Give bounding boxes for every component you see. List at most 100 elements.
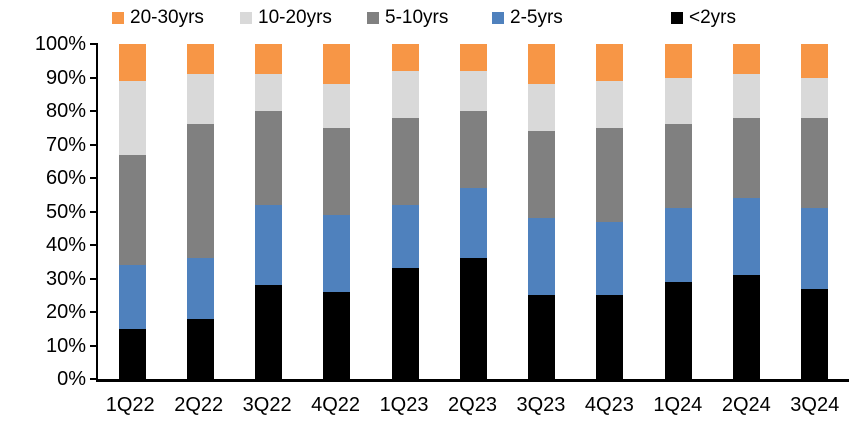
y-tick-label: 30%: [45, 267, 86, 290]
legend-label: 2-5yrs: [510, 7, 563, 28]
segment-2q22-5-10yrs: [186, 124, 214, 259]
x-label-2q23: 2Q23: [448, 394, 497, 416]
bar-slot-1q24: [644, 44, 712, 379]
bar-4q23: [596, 44, 624, 379]
segment-2q22-10-20yrs: [186, 74, 214, 125]
y-tick-mark: [90, 378, 98, 380]
segment-1q22-20-30yrs: [118, 44, 146, 81]
bar-slot-2q23: [439, 44, 507, 379]
y-tick-label: 100%: [34, 33, 86, 55]
segment-3q22-2-5yrs: [255, 204, 283, 286]
bar-3q24: [801, 44, 829, 379]
y-tick-mark: [90, 344, 98, 347]
y-tick-label: 80%: [45, 100, 86, 122]
y-tick-label: 90%: [45, 66, 86, 89]
segment-1q24-10-20yrs: [664, 77, 692, 125]
bar-4q22: [323, 44, 351, 379]
segment-1q24--2yrs: [664, 281, 692, 379]
y-tick-mark: [90, 177, 98, 179]
x-label-3q22: 3Q22: [242, 394, 292, 416]
bar-slot-3q22: [235, 44, 303, 379]
segment-4q23--2yrs: [596, 295, 624, 379]
segment-4q22-10-20yrs: [323, 84, 351, 128]
segment-3q23-10-20yrs: [528, 84, 556, 132]
segment-3q24-2-5yrs: [801, 208, 829, 289]
y-tick-mark: [90, 43, 98, 45]
x-label-2q24: 2Q24: [721, 394, 771, 416]
segment-2q24-10-20yrs: [733, 74, 761, 118]
bar-slot-2q24: [712, 44, 780, 379]
x-label-4q22: 4Q22: [311, 394, 361, 416]
y-tick-label: 0%: [57, 368, 86, 390]
bar-slot-3q24: [781, 44, 849, 379]
bar-3q22: [255, 44, 283, 379]
bar-slot-4q22: [303, 44, 371, 379]
x-label-1q23: 1Q23: [379, 394, 429, 416]
segment-2q22--2yrs: [186, 318, 214, 379]
x-label-1q22: 1Q22: [105, 394, 155, 416]
legend-swatch-icon: [671, 12, 683, 24]
segment-1q22-10-20yrs: [118, 80, 146, 155]
segment-3q24-10-20yrs: [801, 77, 829, 118]
legend-swatch-icon: [492, 12, 504, 24]
segment-2q23-2-5yrs: [459, 188, 487, 259]
segment-2q24-20-30yrs: [733, 44, 761, 75]
segment-3q23-20-30yrs: [528, 44, 556, 85]
segment-2q23-20-30yrs: [459, 44, 487, 71]
bar-slot-2q22: [166, 44, 234, 379]
y-axis: 0% 10% 20% 30% 40% 50% 60% 70% 80% 90% 100%: [0, 33, 98, 390]
legend-swatch-icon: [367, 12, 379, 24]
segment-3q22-10-20yrs: [255, 74, 283, 112]
bar-slot-4q23: [576, 44, 644, 379]
y-tick-label: 10%: [45, 334, 86, 357]
legend-label: 10-20yrs: [258, 7, 332, 28]
y-tick-mark: [90, 311, 98, 313]
y-tick-label: 40%: [45, 234, 86, 256]
segment-2q22-2-5yrs: [186, 258, 214, 319]
segment-4q22-2-5yrs: [323, 214, 351, 292]
segment-2q23--2yrs: [459, 258, 487, 379]
y-tick-mark: [90, 277, 98, 280]
segment-1q23--2yrs: [391, 268, 419, 379]
segment-1q24-5-10yrs: [664, 124, 692, 209]
segment-2q24-5-10yrs: [733, 117, 761, 199]
y-tick-mark: [90, 110, 98, 112]
legend-label: 20-30yrs: [130, 7, 204, 28]
bar-1q23: [391, 44, 419, 379]
segment-2q23-10-20yrs: [459, 70, 487, 112]
segment-1q24-2-5yrs: [664, 208, 692, 282]
bar-2q22: [186, 44, 214, 379]
y-tick-mark: [90, 210, 98, 213]
x-axis-labels: 1Q22 2Q22 3Q22 4Q22 1Q23 2Q23 3Q23 4Q23 1Q24 2Q24…: [96, 393, 849, 417]
y-tick-mark: [90, 143, 98, 146]
legend-swatch-icon: [240, 12, 252, 24]
legend-item-10-20yrs: 10-20yrs: [240, 7, 332, 29]
y-tick-label: 20%: [45, 301, 86, 323]
segment-1q22-2-5yrs: [118, 265, 146, 329]
segment-3q24-20-30yrs: [801, 44, 829, 78]
segment-3q23--2yrs: [528, 295, 556, 379]
x-label-2q22: 2Q22: [174, 394, 224, 416]
bar-1q24: [664, 44, 692, 379]
legend-item--2yrs: <2yrs: [671, 7, 736, 29]
segment-2q23-5-10yrs: [459, 111, 487, 189]
x-label-3q23: 3Q23: [516, 394, 566, 416]
segment-3q22-20-30yrs: [255, 44, 283, 75]
segment-2q22-20-30yrs: [186, 44, 214, 75]
bar-slot-3q23: [508, 44, 576, 379]
y-tick-mark: [90, 76, 98, 79]
segment-3q24-5-10yrs: [801, 117, 829, 209]
legend-label: <2yrs: [689, 7, 736, 28]
segment-2q24--2yrs: [733, 275, 761, 379]
segment-3q23-2-5yrs: [528, 218, 556, 296]
segment-4q22-5-10yrs: [323, 127, 351, 215]
segment-3q22--2yrs: [255, 285, 283, 379]
bar-1q22: [118, 44, 146, 379]
segment-1q23-10-20yrs: [391, 70, 419, 118]
segment-2q24-2-5yrs: [733, 198, 761, 276]
bar-2q24: [733, 44, 761, 379]
segment-3q22-5-10yrs: [255, 111, 283, 205]
segment-1q23-5-10yrs: [391, 117, 419, 205]
y-tick-label: 50%: [45, 200, 86, 223]
